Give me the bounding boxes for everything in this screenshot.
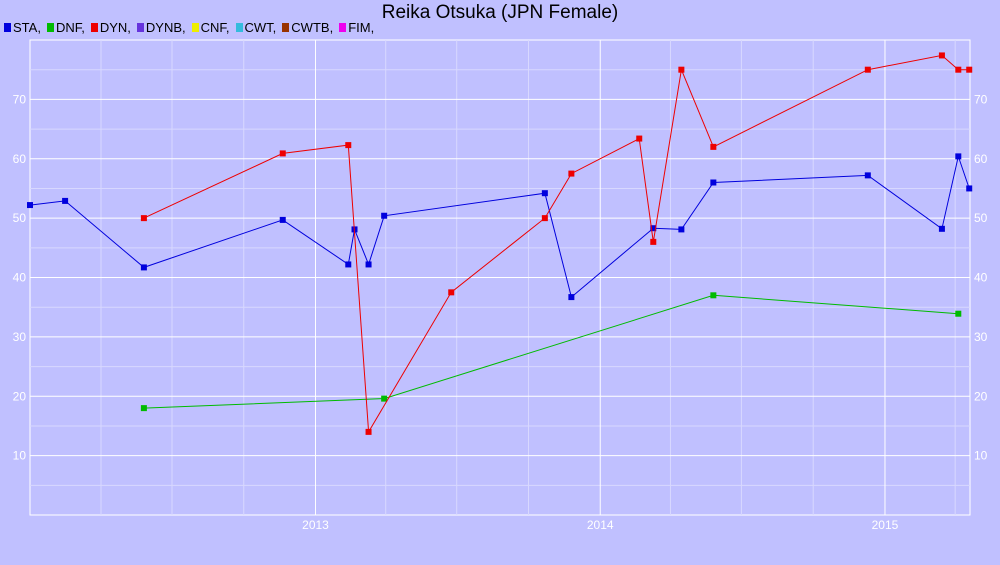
data-point-dyn bbox=[345, 142, 352, 149]
data-point-dyn bbox=[955, 66, 962, 73]
y-tick-label-right: 40 bbox=[974, 271, 988, 285]
data-point-dyn bbox=[710, 143, 717, 150]
data-point-sta bbox=[27, 202, 33, 209]
data-point-sta bbox=[279, 216, 286, 223]
legend-label: CWTB, bbox=[291, 20, 334, 35]
data-point-sta bbox=[140, 264, 147, 271]
data-point-sta bbox=[955, 153, 962, 160]
legend-item-fim: FIM, bbox=[339, 20, 374, 35]
legend-item-cwt: CWT, bbox=[235, 20, 277, 35]
legend-item-cnf: CNF, bbox=[191, 20, 230, 35]
legend-label: DYN, bbox=[99, 20, 131, 35]
chart-title: Reika Otsuka (JPN Female) bbox=[381, 2, 619, 23]
legend-label: FIM, bbox=[348, 20, 375, 35]
data-point-sta bbox=[864, 172, 871, 179]
y-tick-label-right: 10 bbox=[974, 449, 988, 463]
y-tick-label-left: 50 bbox=[13, 211, 27, 225]
x-tick-label: 2015 bbox=[872, 518, 899, 532]
data-point-sta bbox=[381, 212, 388, 219]
data-point-dnf bbox=[710, 292, 717, 299]
y-tick-label-right: 20 bbox=[974, 389, 988, 403]
y-tick-label-right: 30 bbox=[974, 330, 988, 344]
data-point-sta bbox=[345, 261, 352, 268]
series-line-dnf bbox=[143, 294, 959, 409]
data-point-sta bbox=[365, 261, 372, 268]
data-point-sta bbox=[710, 179, 717, 186]
x-tick-label: 2014 bbox=[587, 518, 614, 532]
legend-swatch bbox=[136, 23, 144, 32]
y-tick-label-left: 10 bbox=[13, 449, 27, 463]
legend-swatch bbox=[339, 23, 347, 32]
data-point-sta bbox=[541, 190, 548, 197]
data-point-dyn bbox=[568, 170, 575, 177]
data-point-dyn bbox=[279, 150, 286, 157]
data-point-dyn bbox=[966, 66, 973, 73]
y-tick-label-right: 70 bbox=[974, 92, 988, 106]
data-point-sta bbox=[966, 185, 973, 192]
legend-swatch bbox=[235, 23, 243, 32]
legend-swatch bbox=[90, 23, 98, 32]
data-point-dyn bbox=[448, 289, 455, 296]
data-point-sta bbox=[62, 197, 69, 204]
data-point-dyn bbox=[140, 215, 147, 222]
data-point-dnf bbox=[955, 310, 962, 317]
legend-item-sta: STA, bbox=[4, 20, 41, 35]
y-tick-label-right: 60 bbox=[974, 152, 988, 166]
y-tick-label-left: 30 bbox=[13, 330, 27, 344]
legend-item-cwtb: CWTB, bbox=[282, 20, 333, 35]
data-point-dyn bbox=[365, 428, 372, 435]
data-point-sta bbox=[678, 226, 685, 233]
y-tick-label-left: 40 bbox=[13, 271, 27, 285]
y-tick-label-right: 50 bbox=[974, 211, 988, 225]
y-tick-label-left: 20 bbox=[13, 389, 27, 403]
legend-label: CWT, bbox=[244, 20, 277, 35]
data-point-dyn bbox=[636, 135, 643, 142]
legend-label: DYNB, bbox=[145, 20, 186, 35]
legend-swatch bbox=[46, 23, 54, 32]
legend-label: CNF, bbox=[200, 20, 230, 35]
data-point-dyn bbox=[541, 215, 548, 222]
y-tick-label-left: 60 bbox=[13, 152, 27, 166]
legend-swatch bbox=[4, 23, 11, 32]
legend-label: DNF, bbox=[55, 20, 85, 35]
legend-item-dnf: DNF, bbox=[46, 20, 85, 35]
data-point-dyn bbox=[938, 52, 945, 59]
data-point-dyn bbox=[864, 66, 871, 73]
data-point-sta bbox=[650, 225, 657, 232]
data-point-dyn bbox=[678, 66, 685, 73]
legend-item-dynb: DYNB, bbox=[136, 20, 186, 35]
x-tick-label: 2013 bbox=[302, 518, 329, 532]
legend-label: STA, bbox=[13, 20, 41, 35]
legend-swatch bbox=[191, 23, 199, 32]
chart-legend: STA, DNF, DYN, DYNB, CNF, CWT, CWTB, FIM, bbox=[4, 20, 374, 35]
y-tick-label-left: 70 bbox=[13, 92, 27, 106]
legend-item-dyn: DYN, bbox=[90, 20, 131, 35]
data-point-sta bbox=[938, 225, 945, 232]
data-point-sta bbox=[568, 294, 575, 301]
data-point-dnf bbox=[381, 395, 388, 402]
data-point-dyn bbox=[650, 238, 657, 245]
legend-swatch bbox=[282, 23, 290, 32]
data-point-dnf bbox=[140, 405, 147, 412]
